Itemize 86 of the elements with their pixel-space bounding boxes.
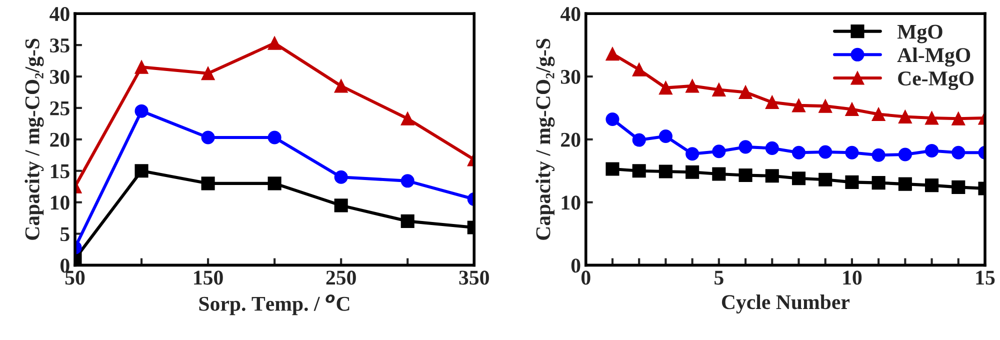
y-tick-label: 40 [50, 6, 70, 22]
y-tick-label: 25 [50, 101, 70, 116]
point [658, 164, 672, 178]
point [765, 141, 779, 155]
point [268, 36, 282, 50]
point [872, 148, 886, 162]
point [952, 146, 966, 160]
y-tick-label: 15 [50, 164, 70, 178]
point [765, 169, 779, 183]
point [712, 82, 726, 96]
y-tick-label: 35 [50, 38, 70, 52]
y-axis-title: Capacity / mg-CO₂/g-S [24, 38, 44, 240]
point [201, 176, 215, 190]
x-tick-label: 5 [714, 270, 724, 285]
y-tick-label: 30 [50, 70, 70, 84]
point [632, 164, 646, 178]
point [201, 66, 215, 80]
point [268, 176, 282, 190]
point [738, 140, 752, 154]
y-tick-label: 40 [560, 6, 580, 22]
point [898, 177, 912, 191]
point [606, 47, 620, 61]
point [792, 98, 806, 112]
point [818, 172, 832, 186]
point [606, 112, 620, 126]
point [201, 130, 215, 144]
x-axis-title: Sorp. Temp. / $^{o}$C [199, 294, 350, 316]
point [632, 133, 646, 147]
point [818, 99, 832, 113]
point [134, 104, 148, 118]
point [400, 112, 414, 126]
point [334, 170, 348, 184]
y-tick-label: 20 [50, 132, 70, 147]
point [712, 167, 726, 181]
point [898, 110, 912, 124]
legend-label: Al-MgO [897, 47, 970, 67]
point [334, 79, 348, 93]
x-tick-label: 15 [976, 270, 995, 285]
point [898, 148, 912, 162]
point [925, 111, 939, 125]
y-tick-label: 20 [561, 132, 580, 147]
point [134, 60, 148, 74]
x-tick-label: 350 [459, 270, 489, 285]
y-axis-title: Capacity / mg-CO₂/g-S [536, 38, 555, 240]
point [845, 102, 859, 116]
point [686, 79, 700, 93]
point [872, 107, 886, 122]
y-tick-label: 0 [60, 258, 70, 273]
point [952, 180, 966, 194]
point [792, 146, 806, 160]
point [268, 130, 282, 144]
point [925, 144, 939, 158]
point [712, 144, 726, 158]
point [952, 112, 966, 126]
point [334, 198, 348, 212]
y-tick-label: 0 [571, 258, 580, 273]
y-tick-label: 10 [562, 196, 580, 210]
legend-label: Ce-MgO [898, 72, 974, 90]
x-tick-label: 250 [326, 270, 356, 285]
point [134, 164, 148, 178]
y-tick-label: 10 [50, 196, 70, 210]
point [658, 81, 672, 95]
y-tick-label: 30 [560, 70, 580, 84]
point [400, 174, 414, 188]
point [845, 175, 859, 189]
x-axis-title: Cycle Number [722, 294, 850, 314]
point [686, 165, 700, 179]
point [658, 129, 672, 144]
x-tick-label: 0 [581, 270, 590, 285]
y-tick-label: 5 [60, 227, 70, 242]
point [738, 168, 752, 182]
point [606, 162, 620, 176]
point [765, 96, 779, 110]
point [400, 214, 414, 228]
point [818, 145, 832, 159]
point [686, 147, 700, 161]
point [872, 176, 886, 190]
x-tick-label: 50 [65, 270, 85, 285]
point [738, 85, 752, 99]
point [845, 146, 859, 160]
x-tick-label: 150 [194, 270, 223, 285]
point [792, 172, 806, 186]
x-tick-label: 10 [843, 270, 862, 285]
legend-label: MgO [897, 24, 942, 44]
point [632, 62, 646, 76]
point [925, 178, 939, 192]
